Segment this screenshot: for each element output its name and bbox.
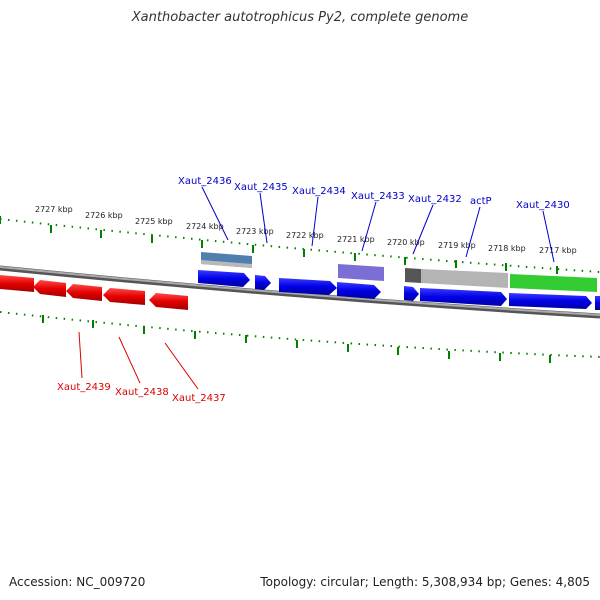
map-title: Xanthobacter autotrophicus Py2, complete…: [131, 10, 469, 25]
reverse-gene-labels: Xaut_2439 Xaut_2438 Xaut_2437: [57, 331, 226, 404]
feature-block: [201, 260, 252, 268]
gene-label[interactable]: Xaut_2430: [516, 200, 570, 211]
feature-block: [338, 264, 384, 281]
gene-arrow[interactable]: [420, 288, 507, 306]
gene-arrow[interactable]: [66, 284, 102, 301]
gene-label[interactable]: Xaut_2436: [178, 176, 232, 187]
kbp-label: 2723 kbp: [236, 227, 274, 236]
gene-arrow[interactable]: [198, 270, 250, 287]
gene-arrow[interactable]: [337, 282, 381, 299]
forward-genes: [198, 270, 600, 310]
kbp-label: 2724 kbp: [186, 222, 224, 231]
kbp-label: 2725 kbp: [135, 217, 173, 226]
gene-arrow[interactable]: [509, 293, 592, 309]
kbp-label: 2727 kbp: [35, 205, 73, 214]
gene-arrow[interactable]: [33, 280, 66, 297]
feature-block: [421, 269, 508, 288]
outer-major-ticks: [0, 216, 558, 274]
forward-gene-labels: Xaut_2436 Xaut_2435 Xaut_2434 Xaut_2433 …: [178, 176, 570, 263]
gene-arrow[interactable]: [404, 286, 419, 301]
gene-label[interactable]: Xaut_2432: [408, 194, 462, 205]
gene-label[interactable]: Xaut_2437: [172, 393, 226, 404]
inner-minor-ticks: [0, 311, 600, 358]
inner-tick-track: [0, 311, 600, 363]
gene-label[interactable]: Xaut_2439: [57, 382, 111, 393]
outer-tick-track: [0, 216, 600, 274]
gene-arrow[interactable]: [0, 275, 34, 292]
feature-block: [405, 268, 421, 283]
kbp-label: 2721 kbp: [337, 235, 375, 244]
feature-track: [201, 252, 597, 292]
genome-summary: Topology: circular; Length: 5,308,934 bp…: [260, 575, 590, 589]
gene-label[interactable]: Xaut_2435: [234, 182, 288, 193]
kbp-label: 2718 kbp: [488, 244, 526, 253]
accession-label: Accession: NC_009720: [9, 575, 146, 589]
kbp-label: 2717 kbp: [539, 246, 577, 255]
kbp-label: 2726 kbp: [85, 211, 123, 220]
reverse-genes: [0, 275, 188, 310]
feature-block: [510, 274, 597, 292]
kbp-label: 2720 kbp: [387, 238, 425, 247]
kbp-label: 2722 kbp: [286, 231, 324, 240]
kbp-label: 2719 kbp: [438, 241, 476, 250]
gene-arrow[interactable]: [103, 288, 145, 305]
gene-label[interactable]: Xaut_2434: [292, 186, 346, 197]
gene-arrow[interactable]: [149, 293, 188, 310]
gene-arrow[interactable]: [595, 296, 600, 310]
gene-label[interactable]: Xaut_2433: [351, 191, 405, 202]
inner-major-ticks: [42, 315, 551, 363]
gene-label[interactable]: Xaut_2438: [115, 387, 169, 398]
gene-label[interactable]: actP: [470, 196, 492, 207]
genome-backbone-highlight: [0, 266, 600, 316]
gene-arrow[interactable]: [279, 278, 337, 295]
gene-arrow[interactable]: [255, 275, 271, 290]
